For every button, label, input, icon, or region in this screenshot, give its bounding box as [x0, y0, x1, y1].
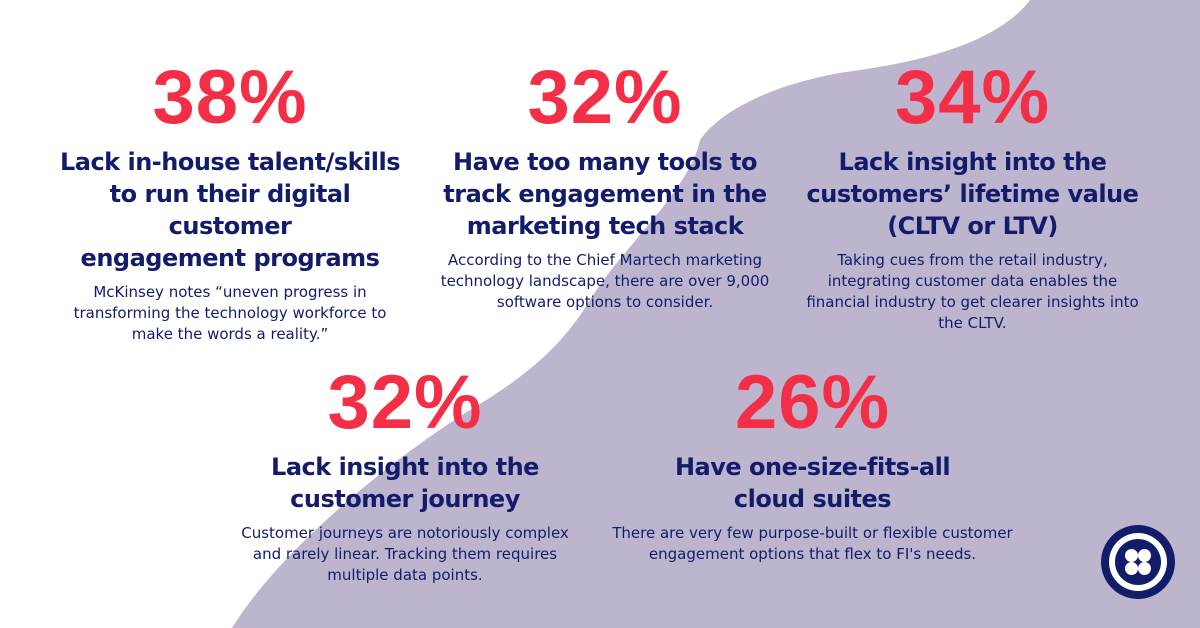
- stat-percent: 32%: [327, 360, 483, 445]
- stat-percent: 38%: [152, 55, 308, 140]
- twilio-logo-icon: [1101, 525, 1175, 599]
- stat-percent: 32%: [527, 55, 683, 140]
- stat-block-customer-journey: 32% Lack insight into the customer journ…: [215, 365, 595, 586]
- logo-dot: [1138, 562, 1151, 575]
- logo-inner-circle: [1115, 539, 1161, 585]
- stat-description-line: There are very few purpose-built or flex…: [612, 524, 1013, 542]
- stat-heading-line: engagement programs: [80, 244, 380, 272]
- stat-heading-line: Lack insight into the: [271, 453, 539, 481]
- stat-description-line: and rarely linear. Tracking them require…: [252, 545, 558, 563]
- stat-block-talent: 38% Lack in-house talent/skills to run t…: [50, 60, 410, 345]
- stat-heading-line: cloud suites: [733, 485, 892, 513]
- stat-description: McKinsey notes “uneven progress in trans…: [50, 282, 410, 345]
- stat-block-cloud-suites: 26% Have one-size-fits-all cloud suites …: [600, 365, 1025, 565]
- stat-description-line: multiple data points.: [327, 566, 483, 584]
- stat-description: There are very few purpose-built or flex…: [600, 523, 1025, 565]
- stat-description-line: According to the Chief Martech marketing: [447, 251, 763, 269]
- stat-description: According to the Chief Martech marketing…: [425, 250, 785, 313]
- stat-description-line: make the words a reality.”: [131, 325, 329, 343]
- stat-description-line: integrating customer data enables the: [827, 272, 1118, 290]
- stat-description-line: financial industry to get clearer insigh…: [806, 293, 1139, 311]
- stat-heading-line: Have too many tools to: [453, 148, 757, 176]
- stat-description-line: transforming the technology workforce to: [73, 304, 387, 322]
- stat-heading: Lack insight into the customers’ lifetim…: [795, 146, 1150, 242]
- logo-dot: [1138, 549, 1151, 562]
- stat-description-line: technology landscape, there are over 9,0…: [440, 272, 770, 290]
- stat-description-line: McKinsey notes “uneven progress in: [93, 283, 367, 301]
- stat-percent: 34%: [894, 55, 1051, 140]
- stat-description-line: engagement options that flex to FI's nee…: [648, 545, 977, 563]
- stat-block-tools: 32% Have too many tools to track engagem…: [425, 60, 785, 313]
- background-blob: [232, 0, 1200, 628]
- stat-description: Customer journeys are notoriously comple…: [215, 523, 595, 586]
- logo-dot: [1125, 549, 1138, 562]
- stat-description-line: software options to consider.: [496, 293, 714, 311]
- stat-description-line: Taking cues from the retail industry,: [837, 251, 1108, 269]
- stat-heading-line: Have one-size-fits-all: [674, 453, 951, 481]
- stat-percent: 26%: [734, 360, 891, 445]
- stat-heading: Lack insight into the customer journey: [215, 451, 595, 515]
- stat-description-line: the CLTV.: [938, 314, 1007, 332]
- stat-block-lifetime-value: 34% Lack insight into the customers’ lif…: [795, 60, 1150, 334]
- stat-heading-line: to run their digital customer: [109, 180, 351, 240]
- stat-heading: Lack in-house talent/skills to run their…: [50, 146, 410, 274]
- logo-dot: [1125, 562, 1138, 575]
- stat-heading-line: customer journey: [290, 485, 520, 513]
- stat-heading-line: marketing tech stack: [466, 212, 744, 240]
- stat-heading-line: (CLTV or LTV): [887, 212, 1058, 240]
- stat-heading: Have too many tools to track engagement …: [425, 146, 785, 242]
- stat-heading: Have one-size-fits-all cloud suites: [600, 451, 1025, 515]
- stat-description: Taking cues from the retail industry, in…: [795, 250, 1150, 334]
- stat-heading-line: track engagement in the: [443, 180, 767, 208]
- stat-heading-line: customers’ lifetime value: [806, 180, 1139, 208]
- stat-heading-line: Lack insight into the: [838, 148, 1107, 176]
- stat-heading-line: Lack in-house talent/skills: [59, 148, 401, 176]
- stat-description-line: Customer journeys are notoriously comple…: [241, 524, 569, 542]
